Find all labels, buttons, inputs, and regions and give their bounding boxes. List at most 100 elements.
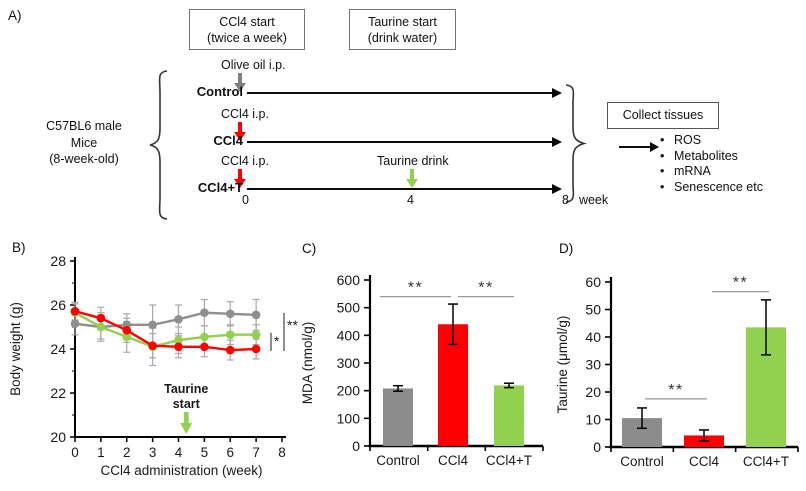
output-item-label: Senescence etc [674, 179, 763, 194]
taurine-start-box-line1: Taurine start [368, 15, 437, 29]
x-tick-label: 2 [123, 445, 131, 460]
taurine-start-box: Taurine start (drink water) [349, 9, 456, 50]
y-tick-label: 26 [50, 297, 66, 313]
injection-label-control: Olive oil i.p. [221, 58, 286, 72]
series-line-CCl4 [74, 310, 257, 352]
timeline-ccl4 [247, 141, 552, 144]
significance-label: * [274, 333, 280, 349]
x-tick-label: Control [376, 453, 420, 468]
collect-arrowhead-icon [650, 142, 659, 153]
annotation-text: Taurine [164, 382, 208, 396]
y-tick-label: 20 [50, 429, 66, 445]
x-tick-label: 6 [226, 445, 234, 460]
y-tick-label: 20 [585, 384, 601, 400]
data-point-CCl4+T [122, 332, 132, 342]
y-tick-label: 200 [337, 383, 361, 399]
data-point-CCl4 [148, 341, 157, 350]
data-point-CCl4 [200, 342, 209, 352]
subject-line2: Mice [70, 135, 98, 150]
panel-a-braces [149, 70, 587, 220]
y-tick-label: 22 [50, 385, 66, 401]
data-point-CCl4+T [96, 322, 106, 332]
y-tick-label: 300 [337, 355, 361, 371]
data-point-CCl4 [225, 345, 235, 355]
y-tick-label: 60 [585, 274, 601, 290]
annotation-arrow-icon [180, 423, 193, 434]
week-tick-8-value: 8 [562, 193, 569, 207]
taurine-drink-label: Taurine drink [377, 154, 449, 168]
x-tick-label: CCl4 [689, 454, 719, 469]
left-brace [149, 70, 168, 220]
bar-CCl4+T [494, 385, 524, 446]
output-item: • ROS [660, 133, 763, 149]
y-tick-label: 400 [337, 327, 361, 343]
x-tick-label: 4 [175, 445, 183, 460]
data-point-Control [200, 308, 209, 317]
x-tick-label: CCl4+T [486, 453, 532, 468]
data-point-CCl4 [174, 342, 183, 352]
data-point-Control [251, 310, 261, 320]
panel-c-label: C) [302, 241, 317, 256]
bullet-icon: • [660, 179, 665, 194]
y-tick-label: 30 [585, 357, 601, 373]
y-tick-label: 50 [585, 302, 601, 318]
output-item: • Senescence etc [660, 180, 763, 196]
panel-b-label: B) [12, 240, 26, 255]
data-point-CCl4 [70, 306, 80, 316]
y-tick-label: 24 [50, 341, 66, 357]
data-point-Control [174, 315, 183, 324]
output-item-label: Metabolites [674, 148, 738, 163]
mda-chart: 0 100 200 300 400 500 600 Control CCl4 CCl4+T MDA … [300, 272, 544, 468]
group-label-ccl4: CCl4 [213, 133, 243, 148]
bullet-icon: • [660, 148, 665, 163]
output-item: • mRNA [660, 164, 763, 180]
x-axis-title: CCl4 administration (week) [100, 463, 262, 478]
timeline-ccl4t [247, 188, 552, 191]
output-item-label: ROS [674, 133, 702, 147]
week-tick-0: 0 [242, 193, 249, 207]
output-list: • ROS • Metabolites • mRNA • Senescence etc [660, 133, 763, 195]
data-point-CCl4 [96, 313, 106, 323]
x-tick-label: 8 [278, 445, 286, 460]
subject-line1: C57BL6 male [46, 119, 122, 133]
data-point-Control [225, 309, 235, 319]
data-point-Control [148, 320, 157, 330]
injection-arrow-icon [233, 73, 246, 92]
injection-label-ccl4: CCl4 i.p. [221, 107, 269, 121]
injection-arrow-icon [233, 169, 246, 188]
injection-label-ccl4t: CCl4 i.p. [221, 154, 269, 168]
ccl4-start-box-line1: CCl4 start [219, 15, 275, 29]
y-axis-title: MDA (nmol/g) [300, 322, 315, 405]
week-unit: week [578, 193, 609, 207]
y-tick-label: 600 [337, 272, 361, 288]
data-point-CCl4+T [200, 332, 209, 342]
bar-Control [383, 388, 413, 446]
week-tick-8: 8 week [562, 193, 608, 207]
data-point-CCl4 [251, 344, 261, 354]
y-tick-label: 0 [352, 438, 360, 454]
significance-label: ** [478, 280, 493, 297]
subject-line3: (8-week-old) [49, 152, 119, 166]
y-tick-label: 500 [337, 300, 361, 316]
timeline-control [247, 92, 552, 95]
y-axis-title: Body weight (g) [8, 302, 23, 396]
data-point-Control [70, 319, 80, 328]
body-weight-chart: 20 22 24 26 28 0 1 2 3 4 5 6 7 8 CCl4 administration (… [8, 253, 298, 478]
injection-arrow-icon [233, 122, 246, 141]
series-line-CCl4+T [74, 311, 257, 349]
y-axis-title: Taurine (μmol/g) [555, 316, 570, 414]
week-tick-4: 4 [407, 193, 414, 207]
data-point-CCl4+T [174, 335, 183, 345]
significance-label: ** [668, 382, 683, 399]
x-tick-label: 1 [97, 445, 105, 460]
x-tick-label: 7 [252, 445, 260, 460]
ccl4-start-box-line2: (twice a week) [207, 31, 287, 46]
timeline-arrowhead-icon [552, 183, 562, 194]
x-tick-label: 0 [71, 445, 79, 460]
x-tick-label: Control [620, 454, 664, 469]
right-brace [565, 84, 587, 203]
taurine-chart: 0 10 20 30 40 50 60 Control CCl4 CCl4+T Taurine (μ… [555, 274, 799, 469]
annotation-arrow-icon [183, 412, 189, 423]
timeline-arrowhead-icon [552, 136, 562, 147]
